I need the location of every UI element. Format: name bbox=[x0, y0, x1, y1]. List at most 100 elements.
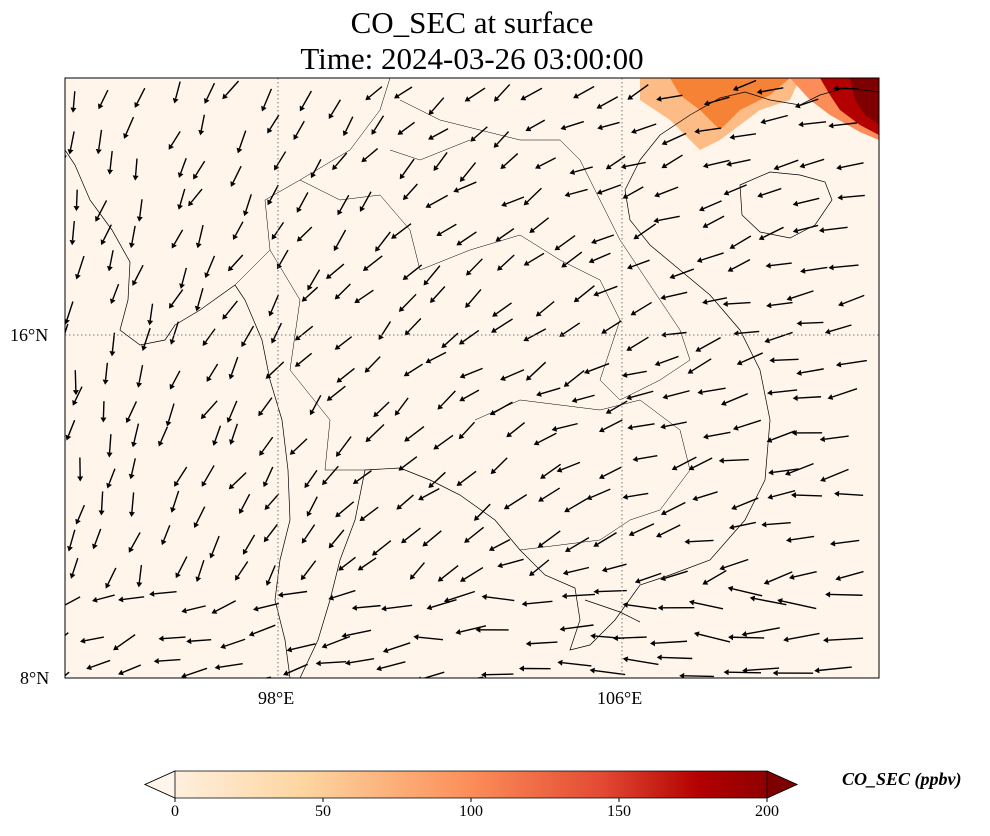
wind-arrow bbox=[227, 254, 244, 272]
wind-arrow bbox=[703, 431, 731, 440]
wind-arrow bbox=[799, 158, 825, 169]
wind-arrow bbox=[299, 90, 312, 112]
wind-arrow bbox=[490, 457, 508, 475]
wind-arrow bbox=[425, 194, 448, 208]
wind-arrow bbox=[401, 527, 421, 544]
wind-vectors bbox=[65, 79, 867, 678]
wind-arrow bbox=[656, 654, 693, 661]
wind-arrow bbox=[165, 403, 175, 427]
wind-arrow bbox=[557, 659, 592, 667]
wind-arrow bbox=[622, 186, 644, 199]
wind-arrow bbox=[301, 286, 319, 302]
wind-arrow bbox=[506, 422, 526, 438]
wind-arrow bbox=[702, 297, 728, 305]
country-borders bbox=[234, 78, 691, 551]
wind-arrow bbox=[147, 303, 154, 326]
wind-arrow bbox=[222, 300, 238, 320]
plot-title: CO_SEC at surface bbox=[350, 5, 594, 40]
wind-arrow bbox=[394, 397, 409, 416]
wind-arrow bbox=[464, 526, 485, 543]
wind-arrow bbox=[170, 490, 180, 513]
map-frame bbox=[64, 77, 880, 679]
wind-arrow bbox=[525, 119, 546, 132]
wind-arrow bbox=[773, 159, 799, 171]
wind-arrow bbox=[294, 325, 314, 341]
wind-arrow bbox=[765, 262, 792, 269]
wind-arrow bbox=[335, 501, 355, 518]
wind-arrow bbox=[428, 471, 446, 488]
wind-arrow bbox=[473, 503, 491, 521]
wind-arrow bbox=[481, 594, 515, 602]
wind-arrow bbox=[726, 159, 751, 167]
colorbar-tick-100: 100 bbox=[459, 803, 483, 820]
wind-arrow bbox=[573, 85, 595, 99]
wind-arrow bbox=[569, 166, 593, 175]
wind-arrow bbox=[404, 426, 425, 442]
wind-arrow bbox=[671, 456, 697, 471]
wind-arrow bbox=[622, 492, 649, 500]
wind-arrow bbox=[633, 223, 657, 240]
wind-arrow bbox=[425, 351, 447, 364]
wind-arrow bbox=[692, 491, 718, 502]
wind-arrow bbox=[654, 186, 679, 198]
wind-arrow bbox=[134, 87, 146, 108]
wind-arrow bbox=[242, 534, 256, 555]
lon-label-98: 98°E bbox=[258, 688, 295, 708]
wind-arrow bbox=[481, 671, 514, 678]
plot-subtitle-time: Time: 2024-03-26 03:00:00 bbox=[300, 41, 644, 76]
wind-arrow bbox=[729, 235, 752, 249]
wind-arrow bbox=[597, 121, 620, 131]
wind-arrow bbox=[736, 352, 764, 366]
wind-arrow bbox=[109, 332, 116, 357]
wind-arrow bbox=[814, 666, 852, 674]
gridlines bbox=[65, 78, 879, 678]
wind-arrow bbox=[181, 605, 206, 614]
wind-arrow bbox=[493, 131, 510, 148]
wind-arrow bbox=[788, 571, 817, 580]
wind-arrow bbox=[65, 632, 69, 637]
wind-arrow bbox=[195, 559, 205, 583]
wind-arrow bbox=[92, 594, 115, 603]
wind-arrow bbox=[456, 470, 477, 486]
wind-arrow bbox=[238, 493, 251, 515]
wind-arrow bbox=[593, 532, 617, 547]
wind-arrow bbox=[193, 506, 206, 528]
wind-arrow bbox=[523, 252, 545, 266]
wind-arrow bbox=[106, 468, 116, 489]
wind-arrow bbox=[128, 492, 135, 517]
wind-arrow bbox=[253, 602, 280, 612]
wind-arrow bbox=[364, 356, 381, 373]
wind-arrow bbox=[598, 466, 622, 479]
wind-arrow bbox=[459, 389, 480, 402]
wind-arrow bbox=[97, 89, 109, 110]
wind-arrow bbox=[459, 162, 477, 183]
wind-arrow bbox=[306, 496, 318, 517]
wind-arrow bbox=[559, 322, 581, 337]
wind-arrow bbox=[459, 367, 483, 379]
wind-arrow bbox=[365, 86, 383, 101]
wind-arrow bbox=[559, 624, 594, 632]
wind-arrow bbox=[761, 521, 791, 528]
wind-arrow bbox=[441, 332, 459, 349]
wind-arrow bbox=[470, 126, 488, 142]
wind-arrow bbox=[181, 667, 208, 678]
wind-arrow bbox=[626, 336, 649, 351]
wind-arrow bbox=[660, 501, 686, 516]
wind-arrow bbox=[186, 638, 212, 645]
wind-arrow bbox=[489, 401, 513, 416]
wind-arrow bbox=[630, 301, 652, 316]
wind-arrow bbox=[274, 151, 287, 171]
wind-arrow bbox=[627, 84, 649, 100]
wind-arrow bbox=[79, 636, 104, 644]
wind-arrow bbox=[835, 359, 867, 368]
wind-arrow bbox=[521, 600, 553, 607]
wind-arrow bbox=[829, 539, 860, 547]
wind-arrow bbox=[563, 370, 585, 387]
wind-arrow bbox=[179, 267, 188, 289]
wind-arrow bbox=[214, 662, 243, 671]
wind-arrow bbox=[703, 96, 730, 106]
wind-arrow bbox=[518, 665, 551, 672]
wind-arrow bbox=[561, 593, 596, 600]
wind-arrow bbox=[628, 523, 655, 537]
wind-arrow bbox=[418, 487, 440, 501]
